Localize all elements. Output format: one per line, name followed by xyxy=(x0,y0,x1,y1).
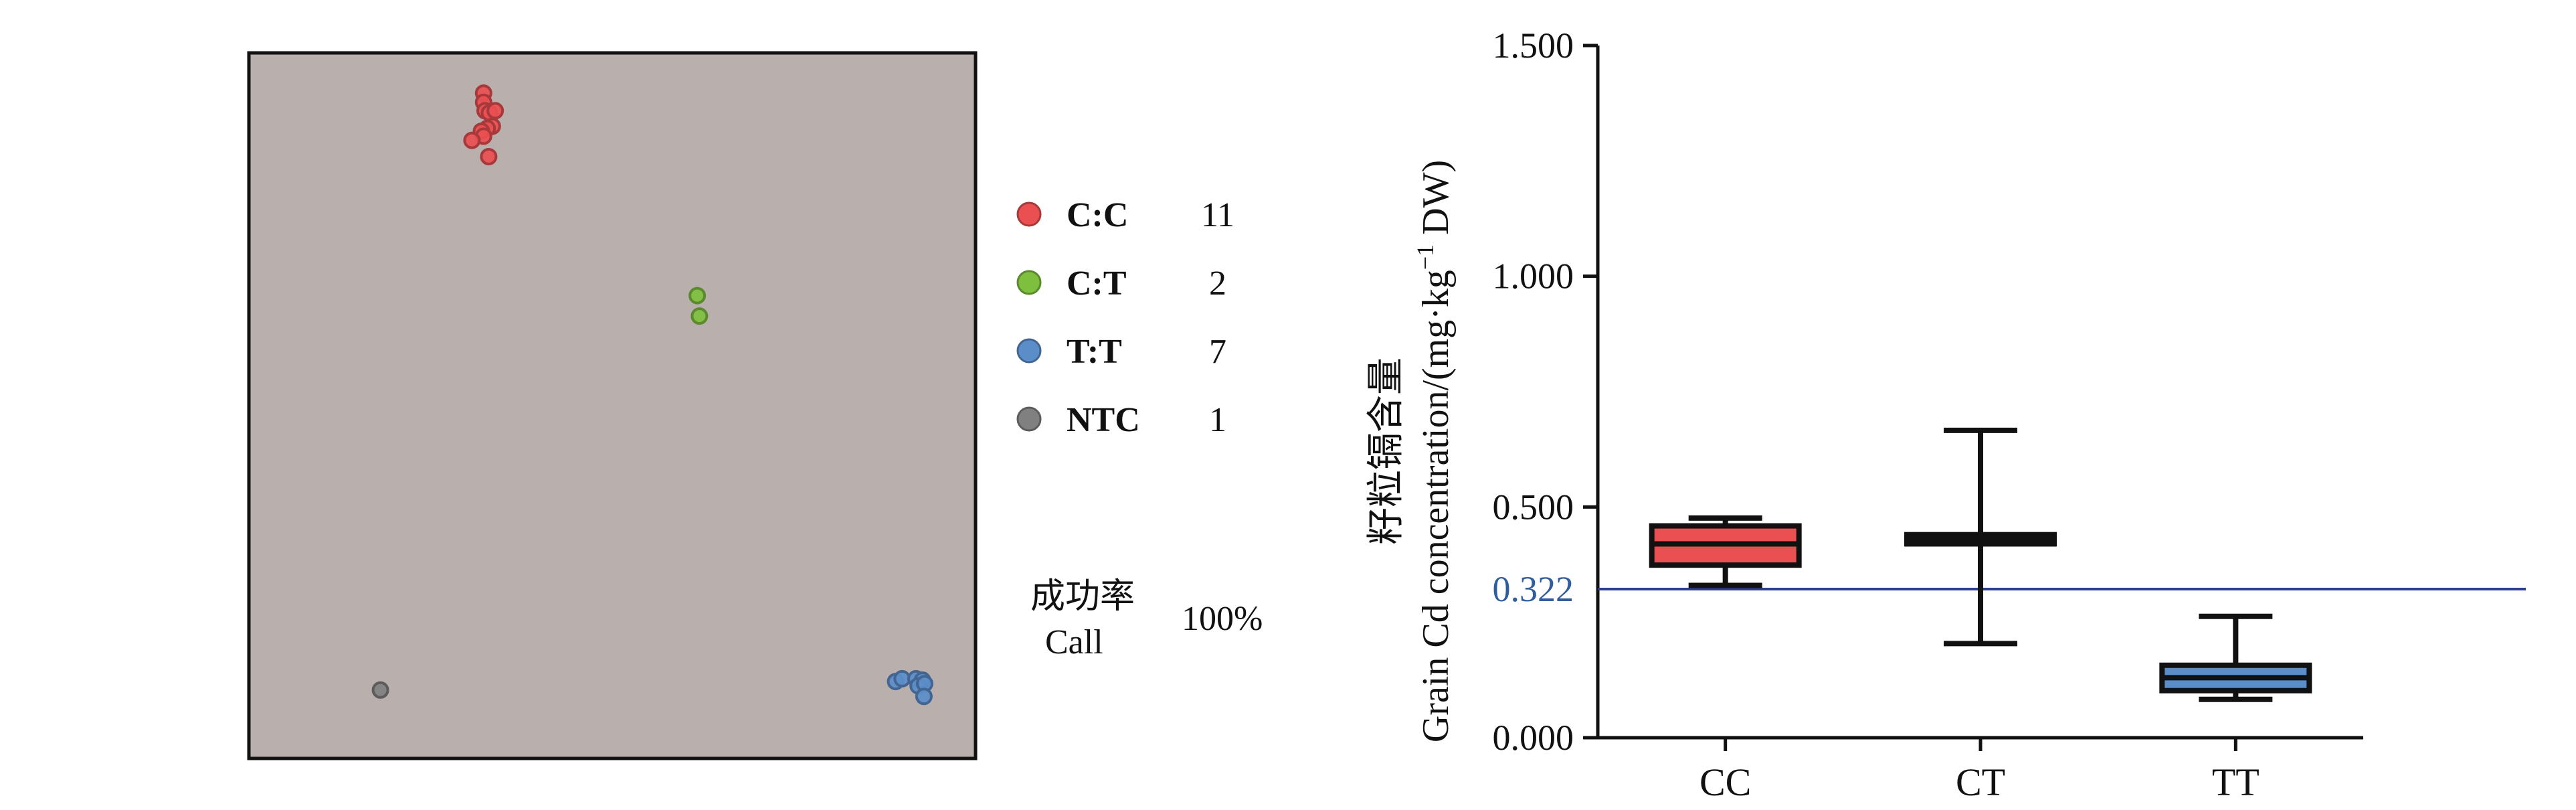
y-axis-title-tail: DW) xyxy=(1415,160,1457,244)
x-axis: CC CT TT xyxy=(1598,736,2363,804)
legend-item: T:T 7 xyxy=(1016,333,1226,371)
cluster-point-cc xyxy=(463,131,481,149)
legend-count: 1 xyxy=(1209,401,1226,439)
legend-count: 11 xyxy=(1201,196,1234,234)
legend-marker xyxy=(1016,201,1042,227)
legend-marker xyxy=(1016,406,1042,432)
legend-label: C:T xyxy=(1067,264,1127,303)
call-rate-label-zh: 成功率 xyxy=(1030,578,1135,616)
legend-marker xyxy=(1016,338,1042,363)
box-ct xyxy=(1904,427,2057,647)
legend-label: NTC xyxy=(1067,401,1140,439)
legend-count: 7 xyxy=(1209,333,1226,371)
y-axis-title: 籽粒镉含量 Grain Cd concentration/(mg·kg−1 DW… xyxy=(1366,160,1457,742)
x-category-label: TT xyxy=(2212,760,2260,804)
y-axis: 0.000 0.500 1.000 1.500 xyxy=(1493,25,1600,758)
y-tick-label: 0.000 xyxy=(1493,718,1574,758)
y-tick-label: 1.500 xyxy=(1493,25,1574,66)
y-axis-title-zh: 籽粒镉含量 xyxy=(1366,357,1407,545)
genotype-cluster-panel: C:C 11 C:T 2 T:T 7 NTC 1 成功率 Call 100% xyxy=(247,51,1263,760)
cluster-points xyxy=(371,84,933,706)
cluster-point-tt xyxy=(915,687,933,706)
threshold-label: 0.322 xyxy=(1493,569,1574,609)
box-tt xyxy=(2159,613,2312,702)
cluster-point-cc xyxy=(480,147,498,165)
legend-label: C:C xyxy=(1067,196,1128,234)
y-tick-label: 0.500 xyxy=(1493,487,1574,527)
genotype-legend: C:C 11 C:T 2 T:T 7 NTC 1 xyxy=(1016,196,1234,439)
box-plot-panel: 籽粒镉含量 Grain Cd concentration/(mg·kg−1 DW… xyxy=(1366,25,2526,804)
legend-marker xyxy=(1016,270,1042,295)
legend-item: NTC 1 xyxy=(1016,401,1226,439)
box-cc xyxy=(1649,515,1802,588)
legend-item: C:C 11 xyxy=(1016,196,1234,234)
threshold-line: 0.322 xyxy=(1493,569,2526,609)
call-rate-value: 100% xyxy=(1182,600,1263,638)
cluster-plot-area xyxy=(247,51,978,760)
x-category-label: CT xyxy=(1956,760,2005,804)
call-rate-label-en: Call xyxy=(1045,623,1103,661)
legend-count: 2 xyxy=(1209,264,1226,303)
cluster-point-ct xyxy=(688,287,707,305)
cluster-point-ct xyxy=(691,307,709,325)
box-plots xyxy=(1649,427,2312,702)
legend-label: T:T xyxy=(1067,333,1122,371)
y-tick-label: 1.000 xyxy=(1493,256,1574,297)
y-axis-title-en: Grain Cd concentration/(mg·kg−1 DW) xyxy=(1412,160,1457,742)
legend-item: C:T 2 xyxy=(1016,264,1226,303)
cluster-point-cc xyxy=(486,102,504,120)
x-category-label: CC xyxy=(1699,760,1751,804)
cluster-point-ntc xyxy=(371,681,389,699)
y-axis-title-superscript: −1 xyxy=(1412,244,1439,270)
call-rate-block: 成功率 Call 100% xyxy=(1030,578,1263,661)
